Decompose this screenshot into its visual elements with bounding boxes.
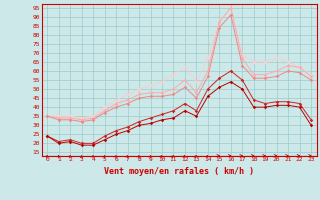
X-axis label: Vent moyen/en rafales ( km/h ): Vent moyen/en rafales ( km/h )	[104, 167, 254, 176]
